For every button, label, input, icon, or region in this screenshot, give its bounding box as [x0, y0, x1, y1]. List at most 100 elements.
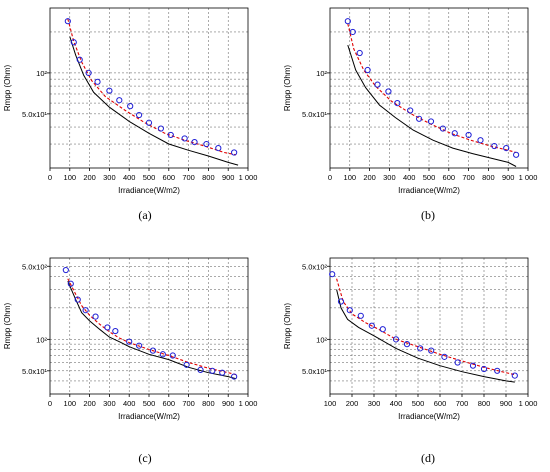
y-tick-label: 10²	[36, 335, 47, 344]
x-tick-label: 200	[363, 173, 376, 182]
x-axis-label: Irradiance(W/m2)	[398, 412, 460, 421]
chart-panel: 0 100 200 300 400 500 600 700 800 900 1 000 10² 5.0x…	[3, 7, 258, 222]
x-tick-label: 500	[143, 173, 156, 182]
y-tick-label: 5.0x10¹	[302, 110, 328, 119]
series-point-circle	[231, 149, 238, 156]
series-point-circle	[439, 125, 446, 132]
x-tick-label: 500	[143, 399, 156, 408]
series-point-circle	[491, 142, 498, 150]
series-point-circle	[64, 18, 71, 25]
x-tick-label: 100	[324, 399, 337, 408]
series-line-solid	[347, 44, 517, 167]
chart-panel: 0 100 200 300 400 500 600 700 800 900 1 000 5.0x10²…	[3, 257, 257, 465]
x-axis-label: Irradiance(W/m2)	[398, 186, 460, 195]
series-point-circle	[503, 145, 510, 152]
x-tick-label: 800	[202, 399, 215, 408]
x-axis-label: Irradiance(W/m2)	[118, 186, 180, 195]
x-tick-label: 600	[163, 399, 176, 408]
series-point-circle	[407, 107, 414, 114]
series-point-circle	[469, 362, 477, 369]
x-tick-label: 200	[346, 399, 359, 408]
series-point-circle	[511, 372, 518, 379]
series-point-circle	[454, 359, 461, 366]
x-tick-label: 800	[482, 173, 495, 182]
x-tick-label: 500	[412, 399, 425, 408]
series-point-circle	[104, 324, 111, 331]
series-point-circle	[209, 367, 216, 374]
x-tick-label: 700	[182, 399, 195, 408]
series-point-circle	[191, 139, 198, 146]
x-tick-label: 600	[434, 399, 447, 408]
series-point-circle	[392, 336, 400, 343]
x-tick-label: 400	[390, 399, 403, 408]
x-tick-label: 1 000	[519, 173, 538, 182]
series-line-dashed	[336, 278, 515, 376]
x-tick-label: 900	[502, 173, 515, 182]
series-point-circle	[428, 347, 435, 354]
series-point-circle	[403, 341, 411, 348]
series-point-circle	[74, 296, 81, 303]
y-axis-label: Rmpp (Ohm)	[283, 303, 292, 350]
series-point-circle	[417, 345, 424, 352]
series-line-dashed	[67, 278, 237, 376]
series-point-circle	[136, 111, 143, 119]
y-tick-label: 10²	[316, 335, 327, 344]
series-point-circle	[85, 69, 92, 77]
series-point-circle	[394, 99, 401, 107]
series-point-circle	[62, 266, 69, 274]
panel-label: (d)	[421, 451, 435, 465]
series-point-circle	[364, 66, 371, 74]
series-point-circle	[416, 115, 423, 122]
series-point-circle	[145, 119, 153, 126]
series-point-circle	[385, 88, 392, 95]
series-point-circle	[106, 87, 113, 94]
series-point-circle	[379, 326, 386, 333]
series-point-circle	[219, 369, 226, 376]
series-point-circle	[441, 353, 448, 360]
x-tick-label: 400	[123, 173, 136, 182]
y-axis-label: Rmpp (Ohm)	[3, 65, 12, 112]
series-point-circle	[181, 135, 188, 142]
panel-label: (a)	[138, 208, 151, 222]
series-point-circle	[344, 18, 351, 25]
series-point-circle	[126, 338, 133, 345]
series-point-circle	[82, 307, 89, 314]
x-tick-label: 100	[344, 173, 357, 182]
x-tick-label: 0	[48, 173, 52, 182]
series-point-circle	[169, 352, 176, 359]
series-point-circle	[349, 28, 356, 36]
x-tick-label: 700	[182, 173, 195, 182]
x-tick-label: 0	[48, 399, 52, 408]
series-point-circle	[465, 131, 472, 139]
series-point-circle	[127, 103, 134, 110]
series-point-circle	[337, 298, 345, 305]
chart-panel: 100 200 300 400 500 600 700 800 900 1 000 5.0x10² 1…	[283, 257, 538, 465]
x-tick-label: 1 000	[239, 173, 258, 182]
y-tick-label: 10²	[316, 69, 327, 78]
series-point-circle	[197, 366, 204, 374]
series-point-circle	[203, 140, 210, 148]
y-tick-label: 5.0x10²	[22, 262, 48, 271]
series-line-solid	[336, 289, 515, 383]
x-tick-label: 800	[478, 399, 491, 408]
x-tick-label: 1 000	[519, 399, 538, 408]
series-point-circle	[346, 307, 353, 314]
y-tick-label: 10²	[36, 69, 47, 78]
y-tick-label: 5.0x10²	[302, 262, 328, 271]
x-tick-label: 600	[443, 173, 456, 182]
x-tick-label: 300	[103, 399, 116, 408]
series-point-circle	[70, 39, 77, 46]
x-axis-label: Irradiance(W/m2)	[118, 412, 180, 421]
y-tick-label: 5.0x10¹	[302, 367, 328, 376]
series-point-circle	[67, 280, 74, 287]
series-point-circle	[136, 342, 143, 349]
x-tick-label: 800	[202, 173, 215, 182]
y-axis-label: Rmpp (Ohm)	[3, 303, 12, 350]
series-line-dashed	[67, 18, 237, 156]
x-tick-label: 400	[403, 173, 416, 182]
series-point-circle	[356, 49, 363, 57]
y-axis-label: Rmpp (Ohm)	[283, 65, 292, 112]
series-point-circle	[112, 327, 119, 335]
series-point-circle	[374, 81, 381, 88]
